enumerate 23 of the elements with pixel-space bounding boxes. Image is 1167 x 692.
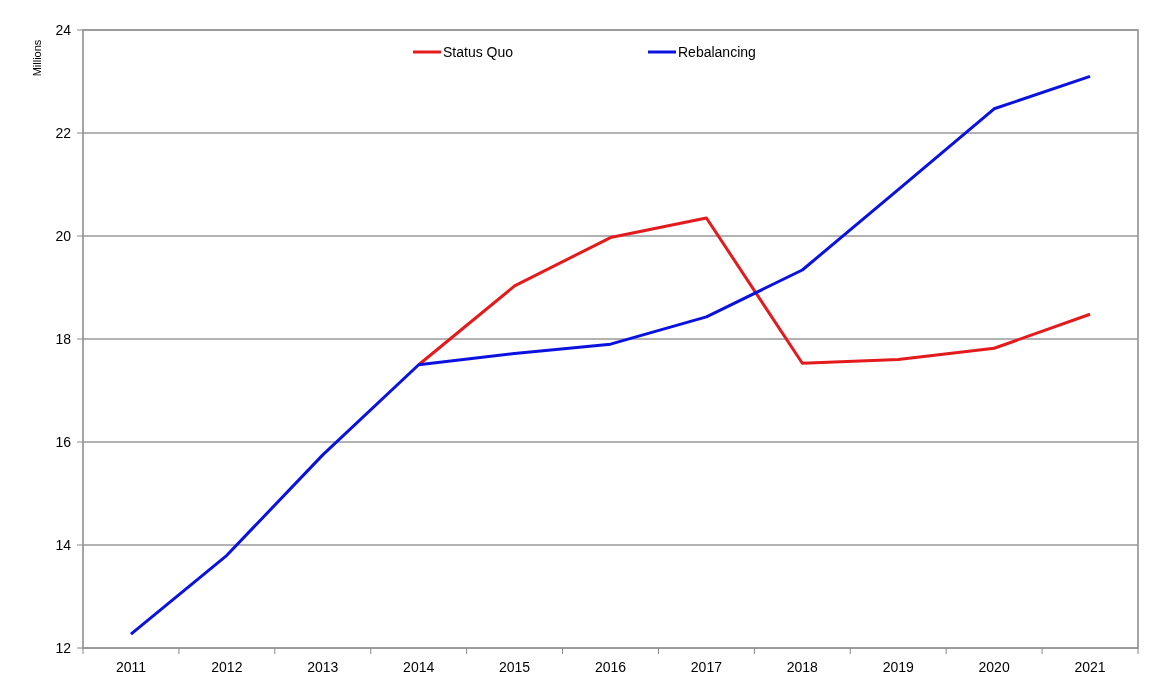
y-tick-label: 16 bbox=[55, 433, 72, 450]
x-tick-label: 2011 bbox=[115, 659, 147, 675]
y-tick-label: 24 bbox=[55, 21, 72, 38]
y-axis-title: Millions bbox=[31, 39, 43, 77]
x-tick-label: 2017 bbox=[690, 659, 723, 675]
y-tick-label: 18 bbox=[55, 330, 72, 347]
legend-label: Status Quo bbox=[443, 43, 514, 60]
legend-label: Rebalancing bbox=[678, 43, 756, 60]
x-tick-label: 2014 bbox=[403, 659, 435, 675]
y-tick-label: 12 bbox=[55, 639, 72, 656]
x-tick-label: 2012 bbox=[211, 659, 243, 675]
line-series bbox=[417, 216, 1092, 367]
x-tick-label: 2018 bbox=[786, 659, 819, 675]
y-tick-label: 14 bbox=[55, 536, 72, 553]
x-tick-label: 2021 bbox=[1074, 659, 1106, 675]
line-series bbox=[129, 74, 1092, 636]
x-tick-label: 2016 bbox=[594, 659, 627, 675]
x-tick-label: 2020 bbox=[978, 659, 1010, 675]
y-tick-label: 22 bbox=[55, 124, 72, 141]
x-tick-label: 2013 bbox=[307, 659, 339, 675]
y-tick-label: 20 bbox=[55, 227, 72, 244]
x-tick-label: 2019 bbox=[882, 659, 915, 675]
x-tick-label: 2015 bbox=[499, 659, 531, 675]
